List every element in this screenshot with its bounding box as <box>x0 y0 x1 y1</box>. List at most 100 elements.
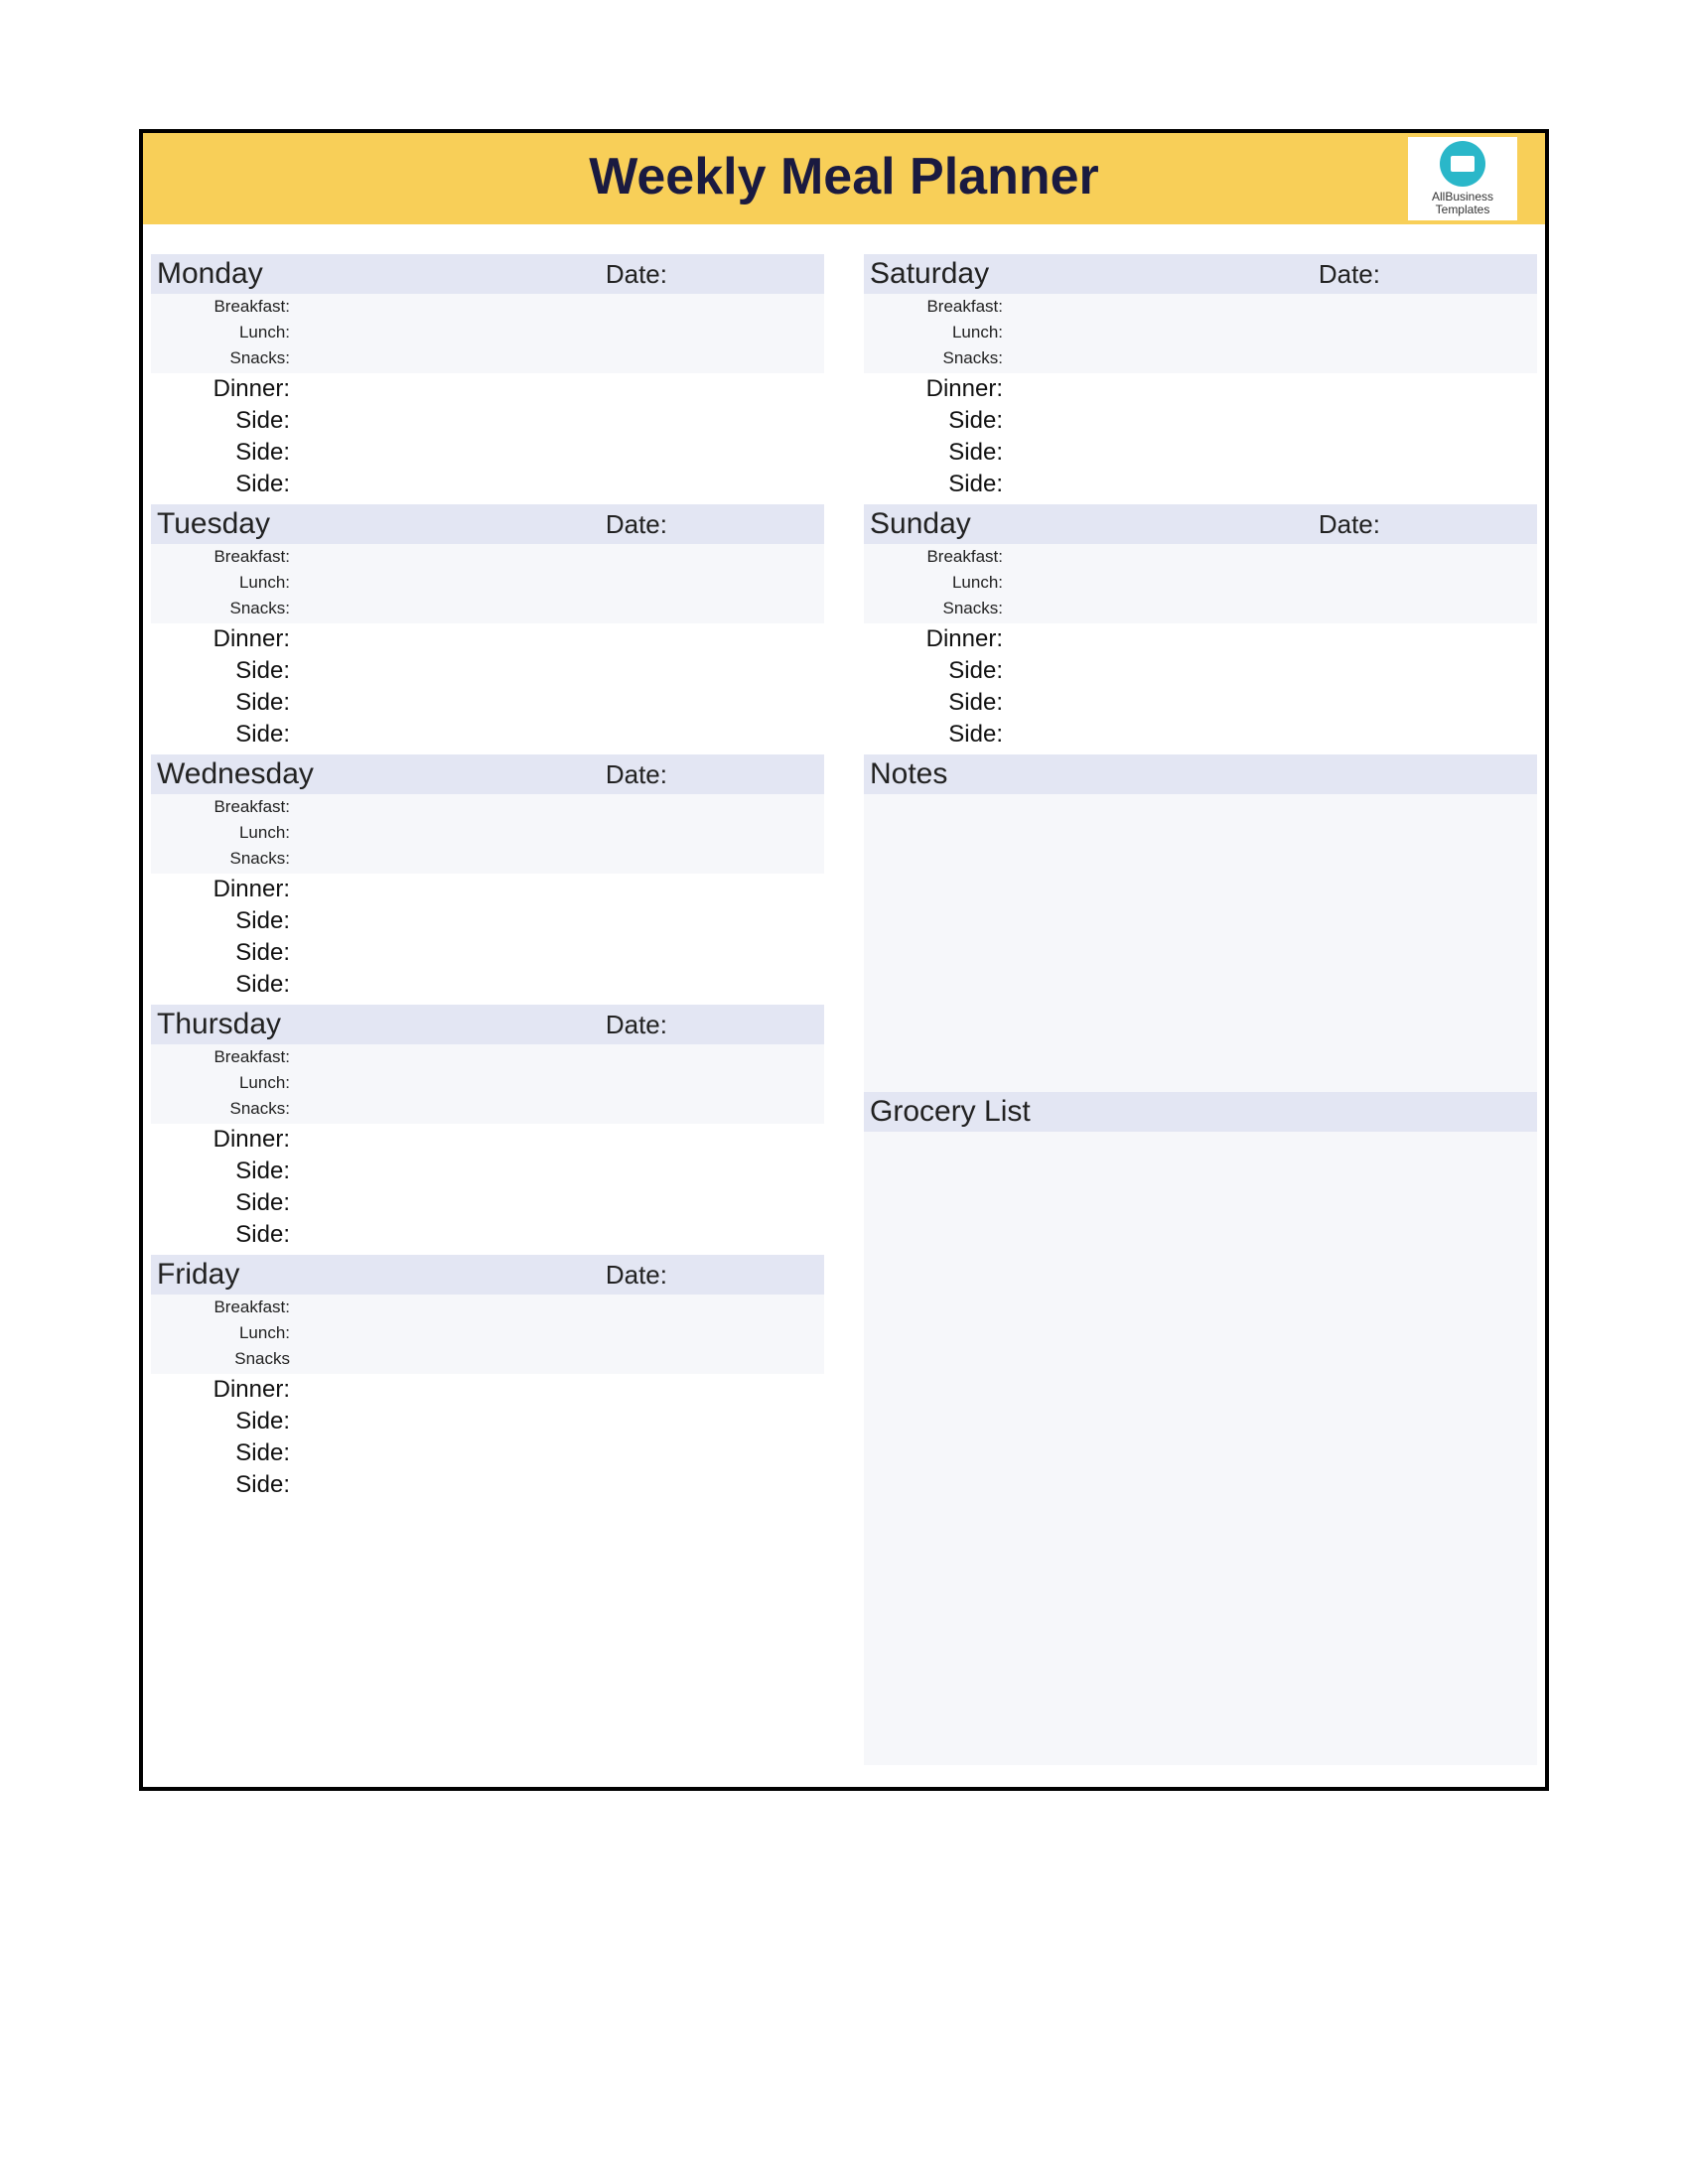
lunch-label: Lunch: <box>151 823 290 843</box>
breakfast-label: Breakfast: <box>151 547 290 567</box>
snacks-label: Snacks: <box>151 849 290 869</box>
side-label: Side: <box>864 689 1003 717</box>
side-label: Side: <box>151 1471 290 1499</box>
left-column: Monday Date: Breakfast: Lunch: Snacks: D… <box>151 254 824 1765</box>
side-label: Side: <box>151 439 290 467</box>
dinner-label: Dinner: <box>864 375 1003 403</box>
side-label: Side: <box>151 907 290 935</box>
dinner-label: Dinner: <box>151 1376 290 1404</box>
grocery-heading: Grocery List <box>864 1092 1537 1132</box>
sub-block: Breakfast: Lunch: Snacks <box>151 1295 824 1374</box>
dinner-label: Dinner: <box>151 1126 290 1154</box>
sub-block: Breakfast: Lunch: Snacks: <box>151 294 824 373</box>
side-label: Side: <box>151 1408 290 1435</box>
day-head-thursday: Thursday Date: <box>151 1005 824 1044</box>
day-head-tuesday: Tuesday Date: <box>151 504 824 544</box>
date-label: Date: <box>606 759 667 790</box>
day-head-sunday: Sunday Date: <box>864 504 1537 544</box>
logo-text-line1: AllBusiness <box>1432 190 1493 204</box>
side-label: Side: <box>151 1439 290 1467</box>
snacks-label: Snacks <box>151 1349 290 1369</box>
side-label: Side: <box>151 1158 290 1185</box>
main-block: Dinner: Side: Side: Side: <box>151 373 824 504</box>
snacks-label: Snacks: <box>864 348 1003 368</box>
date-label: Date: <box>606 1260 667 1291</box>
breakfast-label: Breakfast: <box>864 297 1003 317</box>
day-monday: Monday Date: Breakfast: Lunch: Snacks: D… <box>151 254 824 504</box>
header-bar: Weekly Meal Planner AllBusiness Template… <box>143 133 1545 224</box>
date-label: Date: <box>606 509 667 540</box>
page-title: Weekly Meal Planner <box>143 147 1545 206</box>
sub-block: Breakfast: Lunch: Snacks: <box>864 544 1537 623</box>
side-label: Side: <box>864 657 1003 685</box>
snacks-label: Snacks: <box>864 599 1003 618</box>
day-head-saturday: Saturday Date: <box>864 254 1537 294</box>
side-label: Side: <box>864 407 1003 435</box>
sub-block: Breakfast: Lunch: Snacks: <box>151 1044 824 1124</box>
notes-heading: Notes <box>864 754 1537 794</box>
day-saturday: Saturday Date: Breakfast: Lunch: Snacks:… <box>864 254 1537 504</box>
main-block: Dinner: Side: Side: Side: <box>151 874 824 1005</box>
snacks-label: Snacks: <box>151 348 290 368</box>
side-label: Side: <box>151 971 290 999</box>
date-label: Date: <box>1319 509 1380 540</box>
lunch-label: Lunch: <box>864 323 1003 342</box>
day-sunday: Sunday Date: Breakfast: Lunch: Snacks: D… <box>864 504 1537 754</box>
day-head-wednesday: Wednesday Date: <box>151 754 824 794</box>
side-label: Side: <box>151 1189 290 1217</box>
side-label: Side: <box>151 657 290 685</box>
day-name: Monday <box>157 257 263 291</box>
main-block: Dinner: Side: Side: Side: <box>151 1124 824 1255</box>
date-label: Date: <box>606 259 667 290</box>
side-label: Side: <box>151 721 290 749</box>
header-spacer <box>143 224 1545 254</box>
side-label: Side: <box>151 471 290 498</box>
lunch-label: Lunch: <box>151 323 290 342</box>
planner-grid: Monday Date: Breakfast: Lunch: Snacks: D… <box>143 254 1545 1787</box>
day-thursday: Thursday Date: Breakfast: Lunch: Snacks:… <box>151 1005 824 1255</box>
lunch-label: Lunch: <box>151 1323 290 1343</box>
date-label: Date: <box>1319 259 1380 290</box>
grocery-body <box>864 1132 1537 1765</box>
right-column: Saturday Date: Breakfast: Lunch: Snacks:… <box>864 254 1537 1765</box>
side-label: Side: <box>864 439 1003 467</box>
breakfast-label: Breakfast: <box>151 1297 290 1317</box>
main-block: Dinner: Side: Side: Side: <box>151 1374 824 1505</box>
day-wednesday: Wednesday Date: Breakfast: Lunch: Snacks… <box>151 754 824 1005</box>
snacks-label: Snacks: <box>151 1099 290 1119</box>
logo-text-line2: Templates <box>1436 203 1490 216</box>
notes-body <box>864 794 1537 1092</box>
logo-icon <box>1440 141 1485 187</box>
side-label: Side: <box>151 939 290 967</box>
day-head-friday: Friday Date: <box>151 1255 824 1295</box>
lunch-label: Lunch: <box>864 573 1003 593</box>
main-block: Dinner: Side: Side: Side: <box>151 623 824 754</box>
lunch-label: Lunch: <box>151 1073 290 1093</box>
dinner-label: Dinner: <box>864 625 1003 653</box>
logo-text: AllBusiness Templates <box>1432 191 1493 216</box>
sub-block: Breakfast: Lunch: Snacks: <box>151 794 824 874</box>
date-label: Date: <box>606 1010 667 1040</box>
grocery-section: Grocery List <box>864 1092 1537 1765</box>
dinner-label: Dinner: <box>151 625 290 653</box>
day-name: Friday <box>157 1258 239 1292</box>
day-name: Sunday <box>870 507 971 541</box>
notes-section: Notes <box>864 754 1537 1092</box>
day-name: Tuesday <box>157 507 270 541</box>
breakfast-label: Breakfast: <box>151 1047 290 1067</box>
main-block: Dinner: Side: Side: Side: <box>864 623 1537 754</box>
side-label: Side: <box>864 471 1003 498</box>
side-label: Side: <box>151 689 290 717</box>
breakfast-label: Breakfast: <box>864 547 1003 567</box>
logo-badge: AllBusiness Templates <box>1408 137 1517 220</box>
side-label: Side: <box>151 407 290 435</box>
sub-block: Breakfast: Lunch: Snacks: <box>151 544 824 623</box>
day-name: Saturday <box>870 257 989 291</box>
breakfast-label: Breakfast: <box>151 297 290 317</box>
side-label: Side: <box>151 1221 290 1249</box>
dinner-label: Dinner: <box>151 375 290 403</box>
day-name: Thursday <box>157 1008 281 1041</box>
lunch-label: Lunch: <box>151 573 290 593</box>
snacks-label: Snacks: <box>151 599 290 618</box>
side-label: Side: <box>864 721 1003 749</box>
